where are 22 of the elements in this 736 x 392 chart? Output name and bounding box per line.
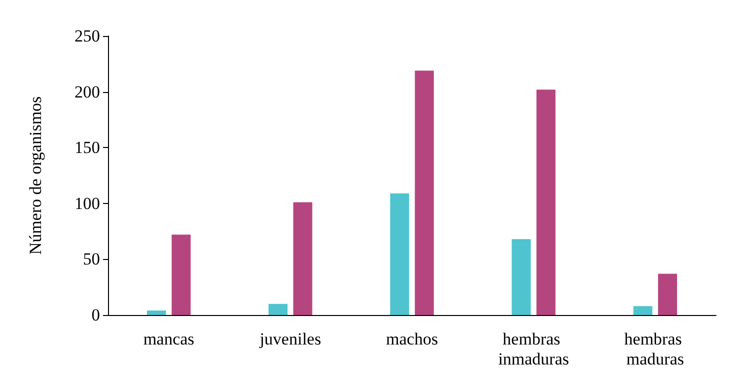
bar (293, 202, 312, 315)
bar (390, 193, 410, 315)
bar (146, 310, 166, 315)
x-tick-label: hembras maduras (624, 330, 686, 368)
bar (172, 234, 191, 315)
y-tick-label: 250 (74, 26, 100, 46)
y-tick-label: 50 (83, 250, 100, 269)
y-tick-label: 0 (92, 306, 100, 324)
x-tick-label: mancas (143, 330, 194, 348)
bar (512, 239, 531, 315)
y-tick-label: 100 (74, 194, 100, 213)
bar (268, 304, 288, 315)
bar (658, 274, 678, 315)
y-tick-label: 150 (74, 138, 100, 158)
x-tick-label: hembras inmaduras (498, 330, 570, 368)
x-tick-label: juveniles (258, 330, 322, 348)
bar (414, 70, 434, 315)
y-axis-title: Número de organismos (26, 96, 45, 255)
y-tick-label: 200 (74, 82, 100, 102)
bar (536, 90, 556, 315)
bar (633, 306, 652, 315)
x-tick-label: machos (386, 330, 438, 348)
